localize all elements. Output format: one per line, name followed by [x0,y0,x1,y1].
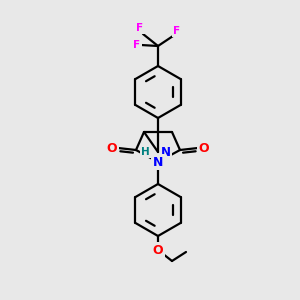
Text: O: O [199,142,209,154]
Text: O: O [107,142,117,154]
Text: O: O [153,244,163,256]
Text: N: N [161,146,171,158]
Text: N: N [153,155,163,169]
Text: F: F [136,23,144,33]
Text: F: F [173,26,181,36]
Text: F: F [134,40,141,50]
Text: H: H [141,147,150,157]
